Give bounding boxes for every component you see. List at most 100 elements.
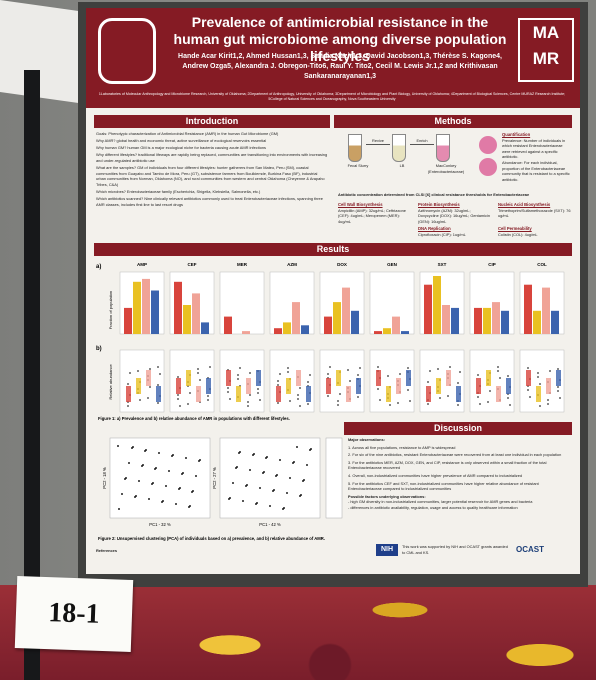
methods-panel: Fecal Slurry LB MacConkey (Enterobacteriac…: [334, 130, 572, 242]
dot: [457, 404, 459, 406]
dot: [537, 376, 539, 378]
pca-point: [192, 490, 194, 492]
pca-point: [145, 449, 147, 451]
dot: [527, 389, 529, 391]
bar: [283, 322, 291, 334]
observation: 2. For six of the nine antibiotics, resi…: [348, 452, 562, 458]
axis-label: Relative abundance: [108, 364, 113, 400]
bar: [333, 302, 341, 334]
dot: [237, 374, 239, 376]
bar: [401, 331, 409, 334]
dot: [259, 399, 261, 401]
antibiotic-label: AZM: [287, 262, 297, 267]
dot: [359, 367, 361, 369]
university-logo: [98, 18, 156, 84]
box: [536, 386, 541, 402]
antibiotic-class: Cell Wall Biosynthesis Ampicillin (AMP): …: [338, 202, 412, 224]
antibiotic-class: Protein Biosynthesis Azithromycin (AZM): …: [418, 202, 492, 224]
bar: [474, 307, 482, 334]
dot: [127, 383, 129, 385]
pca-point: [266, 456, 268, 458]
pca-frame: [219, 437, 321, 519]
step-label: LB: [399, 163, 405, 168]
dot: [149, 368, 151, 370]
pca-point: [246, 484, 248, 486]
dot: [389, 404, 391, 406]
dot: [147, 397, 149, 399]
pca-axis-label: PC2 - 18 %: [102, 467, 107, 489]
dot: [299, 405, 301, 407]
lab-logo-line: MR: [532, 49, 560, 68]
bar: [201, 322, 209, 334]
box: [456, 386, 461, 402]
dot: [329, 366, 331, 368]
dot: [327, 373, 329, 375]
dot: [479, 403, 481, 405]
tube: [436, 134, 450, 162]
box: [306, 386, 311, 402]
box: [396, 378, 401, 394]
references-heading: References: [96, 548, 117, 553]
pca-point: [276, 474, 278, 476]
arrow-label: Enrich: [410, 138, 434, 145]
dot: [257, 392, 259, 394]
paper-sheet: [0, 0, 82, 104]
figure-caption: Figure 1: a) Prevalence and b) relative …: [98, 416, 290, 421]
dot: [249, 394, 251, 396]
panel-label: a): [96, 264, 101, 270]
antibiotic-class: Nucleic Acid Biosynthesis Trimethoprim/Su…: [498, 202, 572, 219]
bar: [351, 310, 359, 334]
dot: [149, 386, 151, 388]
pca-point: [232, 482, 234, 484]
dot: [289, 400, 291, 402]
box: [526, 370, 531, 386]
pca-point: [279, 459, 281, 461]
dot: [429, 370, 431, 372]
nih-logo: NIH: [376, 544, 398, 556]
affiliations: 1Laboratories of Molecular Anthropology …: [98, 92, 566, 101]
dot: [197, 372, 199, 374]
dot: [457, 382, 459, 384]
dot: [229, 398, 231, 400]
box: [176, 378, 181, 394]
pca-axis-label: PC1 - 32 %: [149, 522, 171, 527]
bar: [124, 307, 132, 334]
pca-inset: [325, 437, 343, 519]
plot-frame: [269, 349, 315, 413]
pole: [24, 70, 40, 680]
box: [506, 378, 511, 394]
dot: [447, 395, 449, 397]
antibiotic-label: SXT: [438, 262, 447, 267]
box: [156, 386, 161, 402]
dot: [489, 390, 491, 392]
bar: [242, 331, 250, 334]
intro-paragraph: Why human GM? human GM is a major ecolog…: [96, 145, 266, 151]
dot: [127, 405, 129, 407]
box: [556, 370, 561, 386]
pca-point: [253, 453, 255, 455]
bar: [224, 316, 232, 334]
dot: [339, 393, 341, 395]
bar: [151, 290, 159, 334]
pca-point: [172, 454, 174, 456]
dot: [157, 384, 159, 386]
dot: [487, 401, 489, 403]
box: [286, 378, 291, 394]
dot: [209, 366, 211, 368]
bar: [274, 328, 282, 334]
box: [186, 370, 191, 386]
introduction-text: Goals: Phenotypic characterization of An…: [96, 131, 328, 209]
dot: [349, 380, 351, 382]
bar: [183, 305, 191, 334]
dot: [357, 374, 359, 376]
box: [336, 370, 341, 386]
dot: [547, 403, 549, 405]
quantification: Quantification Prevalence: Number of indi…: [502, 132, 572, 182]
class-name: Cell Permeability: [498, 226, 532, 231]
pca-point: [199, 459, 201, 461]
dot: [399, 373, 401, 375]
dot: [177, 398, 179, 400]
dot: [387, 375, 389, 377]
pca-point: [118, 508, 120, 510]
pca-point: [128, 462, 130, 464]
